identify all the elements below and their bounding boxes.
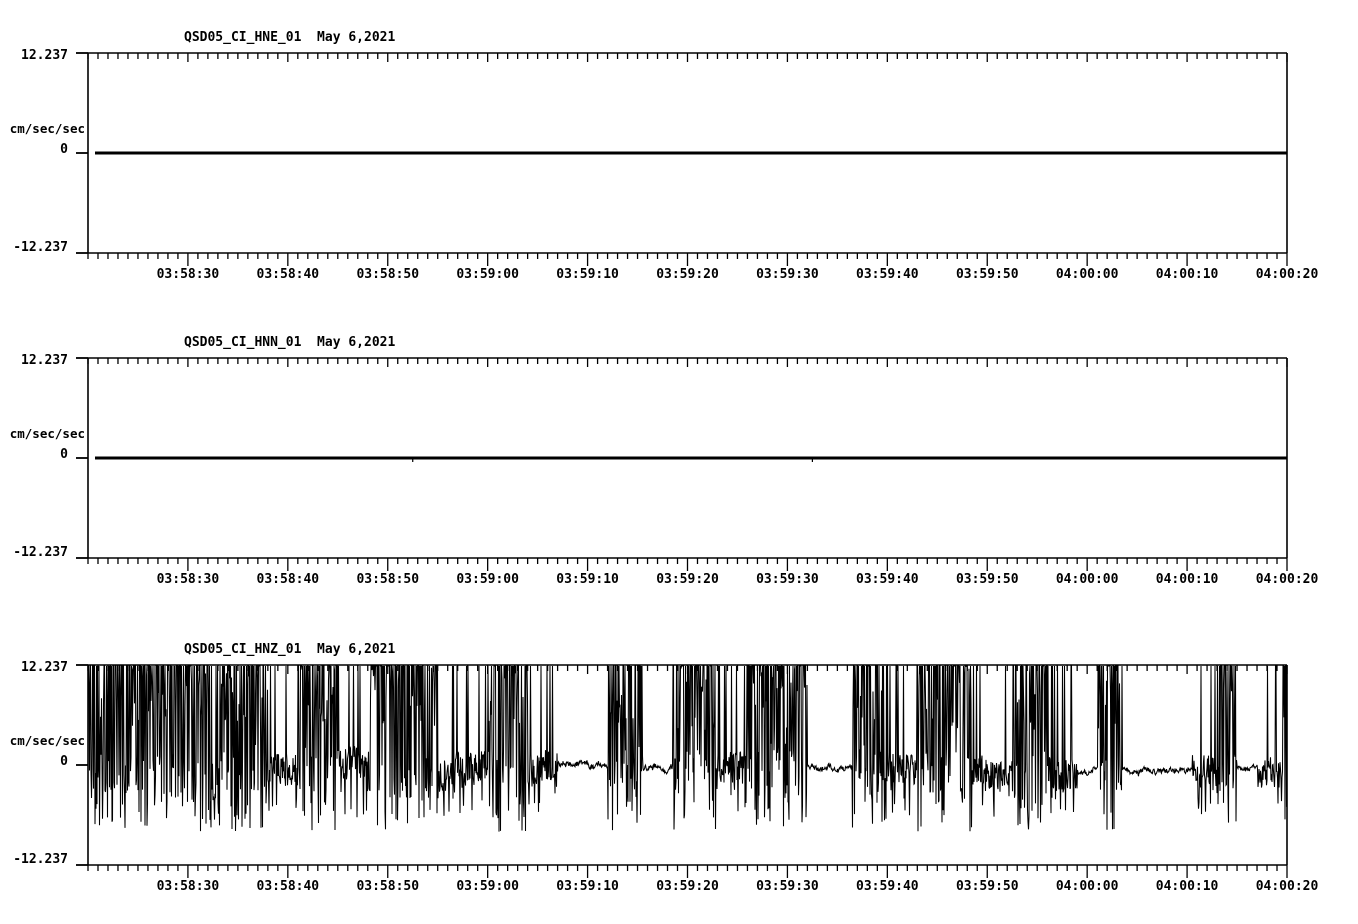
panel-hnn: QSD05_CI_HNN_01 May 6,2021 12.237 cm/sec… bbox=[0, 305, 1358, 605]
yaxis-unit-hnz: cm/sec/sec bbox=[9, 733, 85, 748]
yaxis-unit-hnn: cm/sec/sec bbox=[9, 426, 85, 441]
ytick-max-hnz: 12.237 bbox=[21, 660, 68, 675]
ytick-max-hne: 12.237 bbox=[21, 48, 68, 63]
plot-area-hnz bbox=[76, 664, 1288, 878]
ytick-zero-hnz: 0 bbox=[60, 754, 68, 769]
panel-hne: QSD05_CI_HNE_01 May 6,2021 12.237 cm/sec… bbox=[0, 0, 1358, 300]
ytick-zero-hnn: 0 bbox=[60, 447, 68, 462]
panel-hnz: QSD05_CI_HNZ_01 May 6,2021 12.237 cm/sec… bbox=[0, 612, 1358, 924]
ytick-min-hne: -12.237 bbox=[13, 240, 68, 255]
ytick-min-hnn: -12.237 bbox=[13, 545, 68, 560]
yaxis-unit-hne: cm/sec/sec bbox=[9, 121, 85, 136]
plot-title-hnz: QSD05_CI_HNZ_01 May 6,2021 bbox=[184, 642, 396, 657]
ytick-min-hnz: -12.237 bbox=[13, 852, 68, 867]
ytick-zero-hne: 0 bbox=[60, 142, 68, 157]
plot-title-hne: QSD05_CI_HNE_01 May 6,2021 bbox=[184, 30, 396, 45]
plot-area-hne bbox=[76, 52, 1288, 266]
plot-area-hnn bbox=[76, 357, 1288, 571]
plot-title-hnn: QSD05_CI_HNN_01 May 6,2021 bbox=[184, 335, 396, 350]
ytick-max-hnn: 12.237 bbox=[21, 353, 68, 368]
